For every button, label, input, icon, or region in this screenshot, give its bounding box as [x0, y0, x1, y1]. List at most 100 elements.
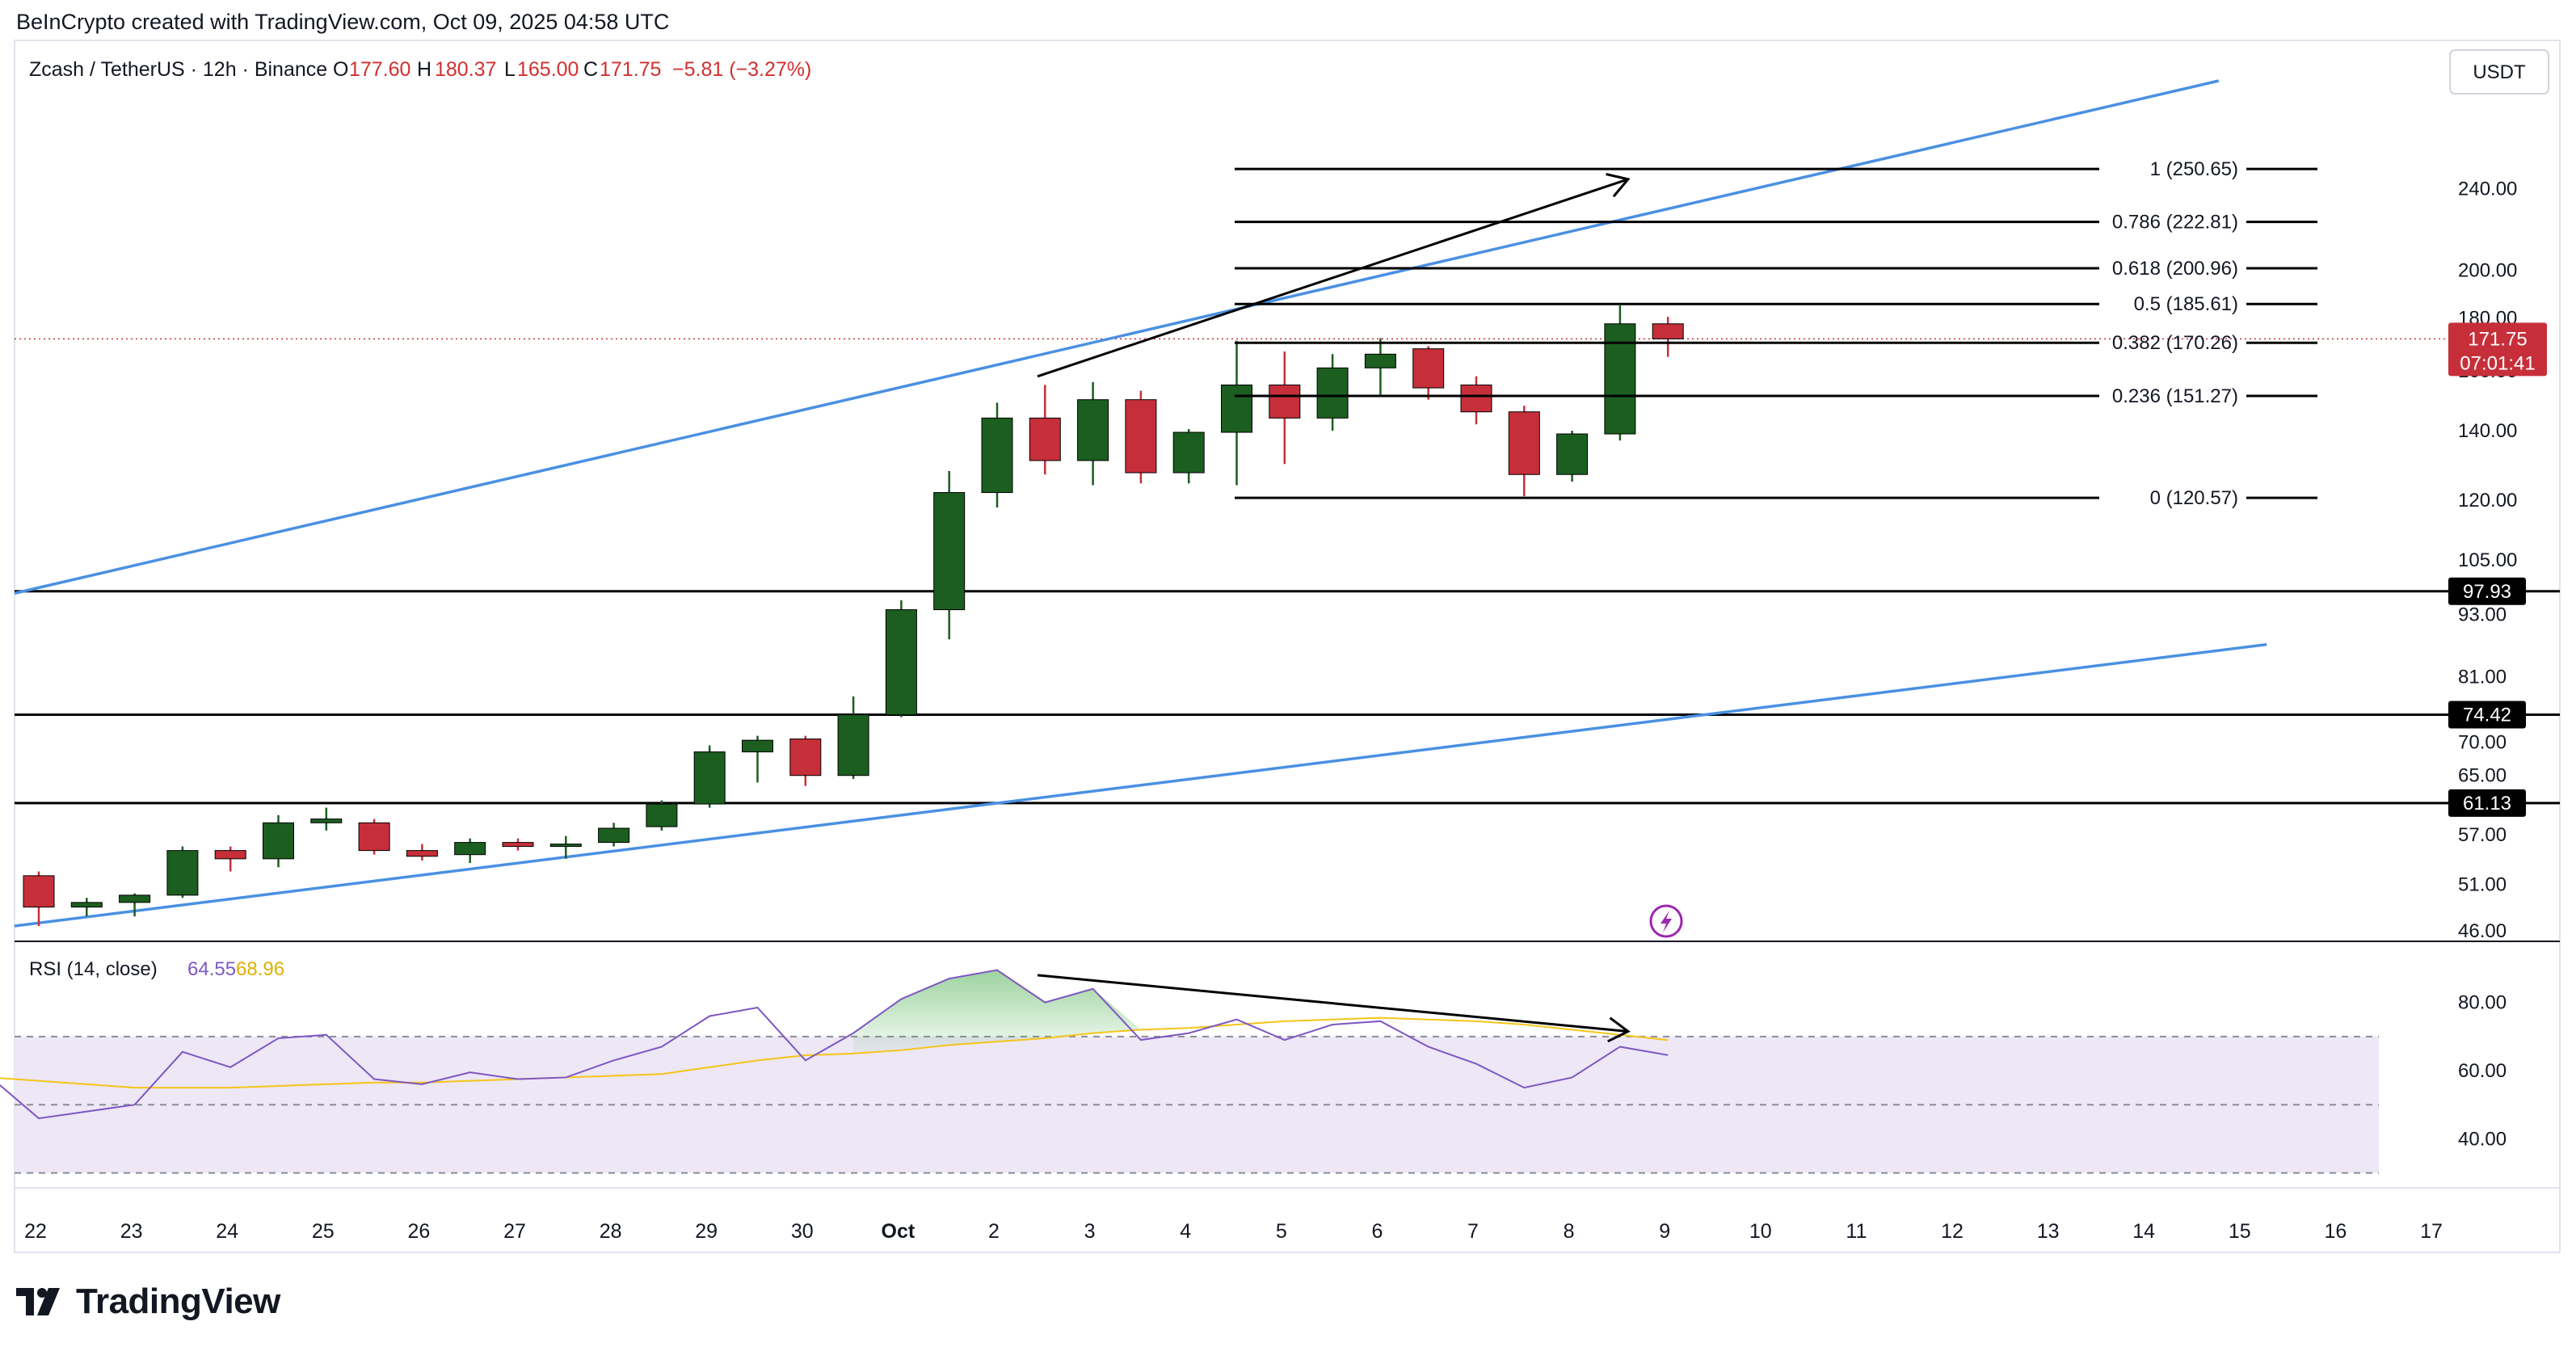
candle — [263, 814, 294, 868]
rsi-value: 64.55 — [187, 958, 236, 980]
level-price-tag: 74.42 — [2448, 701, 2526, 729]
price-tick-label: 51.00 — [2458, 874, 2507, 896]
arrow-head — [1606, 173, 1631, 198]
fib-level-label: 0.382 (170.26) — [2112, 332, 2238, 354]
candle — [549, 835, 582, 859]
time-tick-label: 14 — [2132, 1220, 2155, 1243]
candle-body — [454, 842, 486, 856]
candle-body — [598, 827, 630, 844]
annotation-arrows — [1037, 173, 1631, 1043]
candle — [1269, 351, 1301, 465]
price-tick-label: 200.00 — [2458, 260, 2517, 282]
candle-body — [693, 751, 726, 805]
candle — [454, 838, 486, 864]
candle — [981, 402, 1013, 508]
close-value: 171.75 — [600, 58, 661, 81]
fib-level-label: 1 (250.65) — [2150, 158, 2238, 180]
time-axis[interactable]: 22 23 24 25 26 27 28 29 30 Oct 2 3 4 5 6 7 8 9 10 11 12 13 14 1… — [24, 1220, 2443, 1243]
time-tick-label: 9 — [1659, 1220, 1670, 1243]
candle-body — [549, 844, 582, 848]
chart-border — [14, 40, 2561, 1253]
candle — [358, 819, 390, 855]
candle-body — [933, 492, 966, 611]
channel-trendline — [14, 642, 2267, 928]
candle — [1508, 406, 1540, 497]
candle — [1556, 431, 1589, 482]
price-tick-label: 46.00 — [2458, 920, 2507, 942]
candle — [70, 898, 103, 917]
time-tick-label: 29 — [695, 1220, 718, 1243]
time-tick-label: 5 — [1276, 1220, 1287, 1243]
lightning-icon[interactable] — [1649, 904, 1683, 938]
low-value: 165.00 — [517, 58, 579, 81]
rsi-ma-line — [0, 1016, 1669, 1089]
candle — [1460, 376, 1492, 425]
level-tag-text: 74.42 — [2463, 704, 2511, 726]
arrow-shaft — [1037, 974, 1629, 1033]
time-tick-label: 26 — [407, 1220, 430, 1243]
candle — [214, 846, 246, 872]
rsi-divergence-arrow — [1037, 974, 1631, 1043]
candle-body — [1556, 433, 1589, 475]
candle-body — [70, 902, 103, 908]
tradingview-logo[interactable]: TradingView — [16, 1282, 280, 1322]
candle — [1364, 338, 1396, 397]
candle-body — [1316, 367, 1349, 419]
candle — [1077, 381, 1109, 486]
candle-body — [885, 609, 917, 716]
rsi-overbought-fill — [853, 970, 1141, 1054]
rsi-tick-label: 60.00 — [2458, 1060, 2507, 1082]
fib-level-label: 0.618 (200.96) — [2112, 258, 2238, 280]
time-tick-label: 7 — [1467, 1220, 1479, 1243]
price-tick-label: 57.00 — [2458, 824, 2507, 846]
level-tag-box — [2448, 701, 2526, 729]
time-tick-label: 2 — [988, 1220, 1000, 1243]
rsi-lines — [0, 969, 1669, 1120]
candle-body — [214, 850, 246, 860]
candle — [1172, 429, 1205, 484]
candle-body — [1269, 384, 1301, 419]
candle — [1412, 346, 1445, 400]
level-lines — [15, 338, 2560, 805]
rsi-title[interactable]: RSI (14, close) — [29, 958, 158, 980]
candle-body — [1172, 431, 1205, 473]
time-tick-label: 4 — [1180, 1220, 1191, 1243]
price-axis[interactable]: 240.00200.00180.00160.00140.00120.00105.… — [2458, 178, 2517, 942]
candle-body — [789, 739, 822, 777]
time-tick-label: 11 — [1846, 1220, 1867, 1243]
price-tick-label: 140.00 — [2458, 420, 2517, 442]
price-tick-label: 70.00 — [2458, 732, 2507, 754]
currency-button[interactable]: USDT — [2449, 49, 2549, 95]
time-tick-label: 13 — [2037, 1220, 2060, 1243]
candle-body — [837, 714, 869, 777]
candle-body — [1508, 411, 1540, 475]
last-price-text: 171.75 — [2468, 328, 2527, 350]
high-value: 180.37 — [435, 58, 496, 81]
open-label: O — [333, 58, 348, 81]
candle — [1316, 354, 1349, 431]
price-tick-label: 93.00 — [2458, 604, 2507, 626]
fib-level-label: 0.5 (185.61) — [2134, 293, 2238, 315]
level-tag-text: 61.13 — [2463, 793, 2511, 814]
rsi-tick-label: 80.00 — [2458, 992, 2507, 1014]
symbol-label[interactable]: Zcash / TetherUS · 12h · Binance — [29, 58, 327, 81]
rsi-axis[interactable]: 80.00 60.00 40.00 — [2458, 992, 2507, 1151]
candle-body — [502, 842, 534, 848]
price-tick-label: 81.00 — [2458, 666, 2507, 688]
legend-header: Zcash / TetherUS · 12h · Binance O 177.6… — [29, 58, 811, 81]
time-tick-label: 27 — [503, 1220, 526, 1243]
price-tick-label: 120.00 — [2458, 490, 2517, 511]
candle — [166, 846, 199, 899]
time-tick-label: 24 — [216, 1220, 238, 1243]
candle — [1125, 390, 1157, 484]
candle — [789, 735, 822, 786]
last-price-box — [2448, 322, 2547, 377]
candle — [598, 823, 630, 847]
candle-body — [1412, 348, 1445, 389]
rsi-line — [0, 969, 1669, 1120]
time-tick-label: 6 — [1371, 1220, 1383, 1243]
arrow-shaft — [1037, 178, 1629, 378]
candle — [502, 838, 534, 851]
